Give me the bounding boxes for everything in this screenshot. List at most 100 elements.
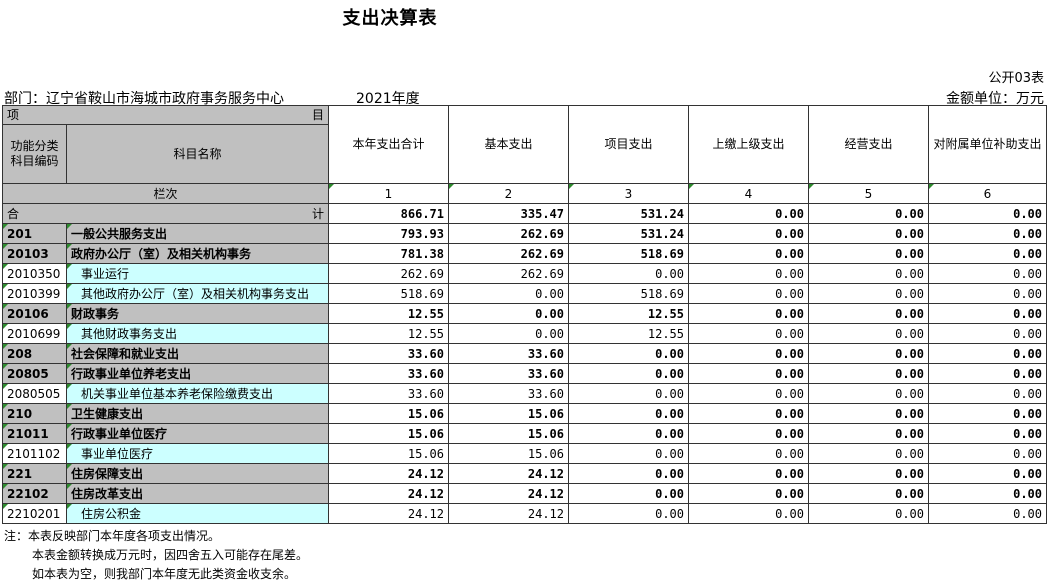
table-row: 2010350 事业运行 262.69 262.69 0.00 0.00 0.00 0.00 [2, 263, 1047, 284]
row-value: 0.00 [568, 463, 689, 484]
row-code: 201 [2, 223, 67, 244]
row-value: 15.06 [328, 443, 449, 464]
table-row: 2101102 事业单位医疗 15.06 15.06 0.00 0.00 0.00 0.00 [2, 443, 1047, 464]
row-value: 0.00 [568, 263, 689, 284]
row-value: 15.06 [448, 443, 569, 464]
col-number-1: 1 [328, 183, 449, 204]
col-header-2: 基本支出 [448, 105, 569, 184]
row-code: 2101102 [2, 443, 67, 464]
total-value: 335.47 [448, 203, 569, 224]
col-header-5: 经营支出 [808, 105, 929, 184]
row-code: 221 [2, 463, 67, 484]
row-value: 0.00 [928, 403, 1047, 424]
table-row: 20805 行政事业单位养老支出 33.60 33.60 0.00 0.00 0.00 0.0… [2, 363, 1047, 384]
row-value: 0.00 [928, 303, 1047, 324]
amount-unit: 金额单位：万元 [946, 91, 1044, 107]
row-value: 0.00 [568, 423, 689, 444]
row-subject-name: 其他政府办公厅（室）及相关机构事务支出 [66, 283, 329, 304]
row-value: 24.12 [328, 463, 449, 484]
total-value: 0.00 [808, 203, 929, 224]
total-row: 合 计 866.71 335.47 531.24 0.00 0.00 0.00 [2, 203, 1047, 224]
row-subject-name: 一般公共服务支出 [66, 223, 329, 244]
fiscal-year: 2021年度 [356, 91, 420, 107]
row-code: 20106 [2, 303, 67, 324]
table-row: 21011 行政事业单位医疗 15.06 15.06 0.00 0.00 0.00 0.00 [2, 423, 1047, 444]
table-row: 20106 财政事务 12.55 0.00 12.55 0.00 0.00 0.00 [2, 303, 1047, 324]
row-subject-name: 住房保障支出 [66, 463, 329, 484]
row-value: 0.00 [808, 443, 929, 464]
row-value: 0.00 [688, 303, 809, 324]
table-row: 2010399 其他政府办公厅（室）及相关机构事务支出 518.69 0.00 518.… [2, 283, 1047, 304]
row-value: 0.00 [928, 463, 1047, 484]
item-right-label: 目 [311, 107, 324, 122]
row-subject-name: 行政事业单位养老支出 [66, 363, 329, 384]
row-subject-name: 住房改革支出 [66, 483, 329, 504]
total-value: 0.00 [688, 203, 809, 224]
row-value: 0.00 [688, 363, 809, 384]
col-number-2: 2 [448, 183, 569, 204]
row-value: 0.00 [448, 303, 569, 324]
row-value: 15.06 [448, 403, 569, 424]
func-code-header: 功能分类科目编码 [2, 124, 67, 184]
row-value: 0.00 [688, 383, 809, 404]
row-subject-name: 其他财政事务支出 [66, 323, 329, 344]
row-value: 0.00 [688, 323, 809, 344]
table-row: 2080505 机关事业单位基本养老保险缴费支出 33.60 33.60 0.00 0.0… [2, 383, 1047, 404]
row-value: 0.00 [568, 443, 689, 464]
total-left-label: 合 [7, 207, 20, 221]
row-value: 781.38 [328, 243, 449, 264]
row-value: 262.69 [328, 263, 449, 284]
note-line: 如本表为空，则我部门本年度无此类资金收支余。 [32, 567, 297, 581]
row-value: 0.00 [568, 343, 689, 364]
column-number-row: 栏次 1 2 3 4 5 6 [2, 183, 1047, 204]
table-row: 208 社会保障和就业支出 33.60 33.60 0.00 0.00 0.00 0.00 [2, 343, 1047, 364]
row-subject-name: 事业单位医疗 [66, 443, 329, 464]
row-value: 262.69 [448, 263, 569, 284]
row-value: 0.00 [688, 463, 809, 484]
row-value: 0.00 [568, 363, 689, 384]
row-code: 2080505 [2, 383, 67, 404]
row-value: 0.00 [808, 223, 929, 244]
row-value: 0.00 [688, 243, 809, 264]
row-value: 33.60 [328, 383, 449, 404]
row-value: 0.00 [928, 363, 1047, 384]
row-value: 0.00 [928, 243, 1047, 264]
row-value: 0.00 [808, 363, 929, 384]
row-value: 24.12 [448, 503, 569, 524]
col-number-5: 5 [808, 183, 929, 204]
row-value: 0.00 [808, 243, 929, 264]
row-value: 0.00 [808, 283, 929, 304]
row-value: 0.00 [808, 463, 929, 484]
row-value: 0.00 [688, 263, 809, 284]
row-value: 12.55 [568, 323, 689, 344]
row-subject-name: 政府办公厅（室）及相关机构事务 [66, 243, 329, 264]
row-value: 0.00 [688, 283, 809, 304]
row-subject-name: 社会保障和就业支出 [66, 343, 329, 364]
col-number-6: 6 [928, 183, 1047, 204]
row-value: 33.60 [448, 383, 569, 404]
row-subject-name: 事业运行 [66, 263, 329, 284]
row-value: 793.93 [328, 223, 449, 244]
row-value: 0.00 [928, 423, 1047, 444]
notes: 注：本表反映部门本年度各项支出情况。 本表金额转换成万元时，因四舍五入可能存在尾… [4, 527, 308, 584]
row-value: 0.00 [448, 283, 569, 304]
row-value: 33.60 [448, 343, 569, 364]
row-value: 0.00 [928, 263, 1047, 284]
note-line: 注：本表反映部门本年度各项支出情况。 [4, 529, 221, 543]
row-value: 0.00 [928, 223, 1047, 244]
row-value: 0.00 [808, 323, 929, 344]
row-value: 0.00 [568, 403, 689, 424]
total-label-cell: 合 计 [2, 203, 329, 224]
row-code: 210 [2, 403, 67, 424]
row-subject-name: 行政事业单位医疗 [66, 423, 329, 444]
row-value: 0.00 [808, 503, 929, 524]
row-value: 33.60 [328, 343, 449, 364]
row-value: 0.00 [568, 503, 689, 524]
row-code: 22102 [2, 483, 67, 504]
department-label: 部门：辽宁省鞍山市海城市政府事务服务中心 [4, 91, 284, 107]
row-code: 21011 [2, 423, 67, 444]
table-row: 2010699 其他财政事务支出 12.55 0.00 12.55 0.00 0.00 0.0… [2, 323, 1047, 344]
col-number-4: 4 [688, 183, 809, 204]
row-value: 12.55 [328, 323, 449, 344]
row-value: 24.12 [448, 483, 569, 504]
